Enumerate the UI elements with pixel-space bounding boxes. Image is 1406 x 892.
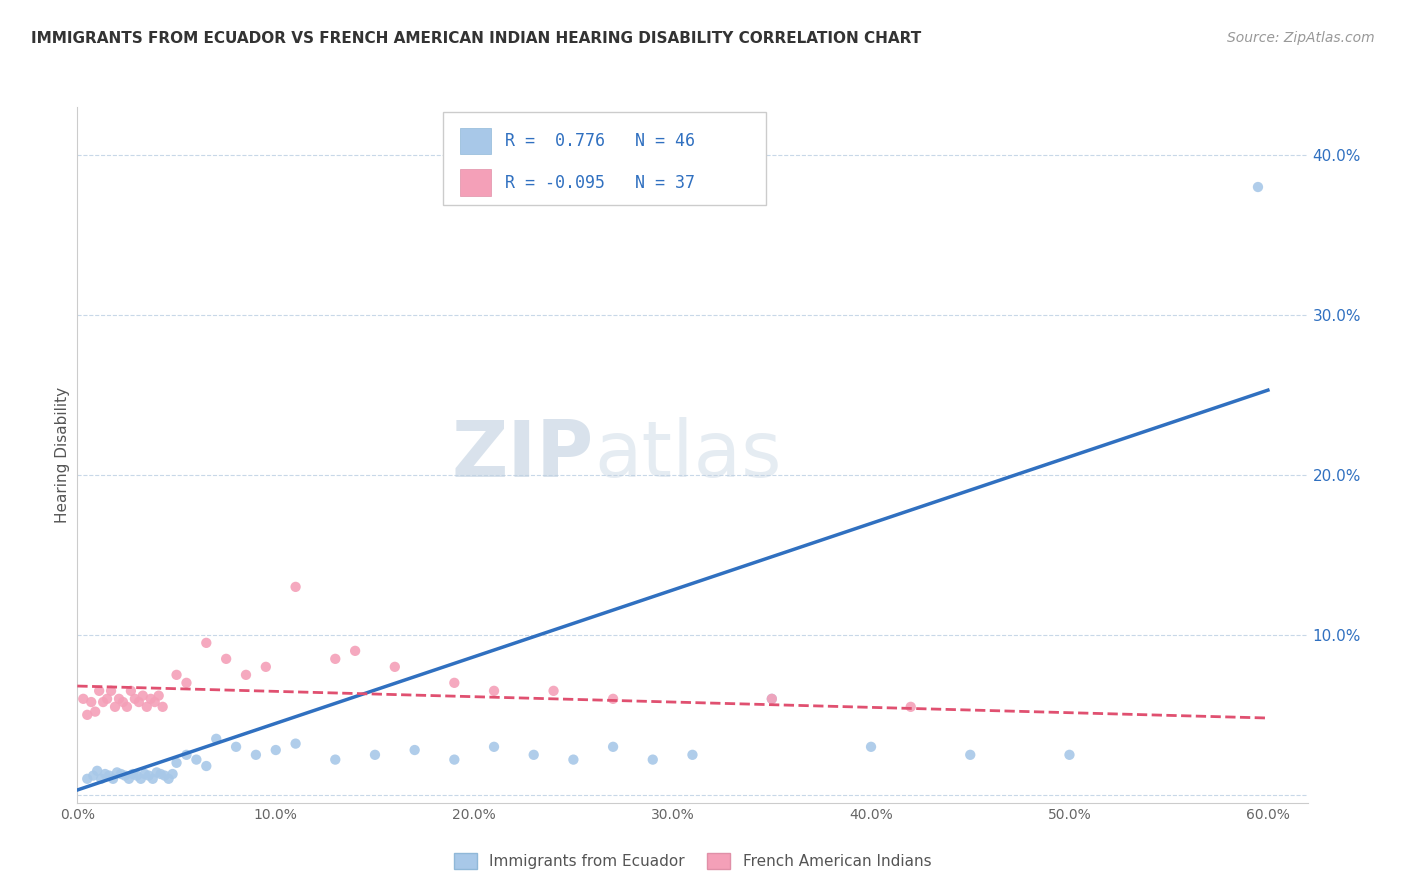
Point <box>482 739 505 754</box>
Point <box>104 699 127 714</box>
Point <box>124 691 146 706</box>
Text: ZIP: ZIP <box>451 417 595 493</box>
Point <box>364 747 387 762</box>
Point <box>82 769 104 783</box>
Point <box>86 764 108 778</box>
Point <box>205 731 228 746</box>
Point <box>284 580 307 594</box>
Point <box>76 707 98 722</box>
Point <box>323 652 346 666</box>
Point <box>72 691 94 706</box>
Point <box>134 767 156 781</box>
Point <box>153 769 176 783</box>
Point <box>110 767 132 781</box>
Point <box>344 644 367 658</box>
Point <box>80 695 103 709</box>
Point <box>1247 180 1270 194</box>
Point <box>149 767 172 781</box>
Point <box>215 652 238 666</box>
Text: R = -0.095   N = 37: R = -0.095 N = 37 <box>505 174 695 192</box>
Legend: Immigrants from Ecuador, French American Indians: Immigrants from Ecuador, French American… <box>447 847 938 875</box>
Point <box>135 699 157 714</box>
Point <box>128 695 150 709</box>
Point <box>157 772 180 786</box>
Point <box>523 747 546 762</box>
Point <box>1059 747 1081 762</box>
Point <box>323 753 346 767</box>
Point <box>96 691 118 706</box>
Text: IMMIGRANTS FROM ECUADOR VS FRENCH AMERICAN INDIAN HEARING DISABILITY CORRELATION: IMMIGRANTS FROM ECUADOR VS FRENCH AMERIC… <box>31 31 921 46</box>
Point <box>91 695 114 709</box>
Point <box>89 683 111 698</box>
Point <box>761 691 783 706</box>
Point <box>139 691 162 706</box>
Point <box>132 689 155 703</box>
Point <box>195 636 218 650</box>
Point <box>118 772 141 786</box>
Point <box>114 769 136 783</box>
Point <box>105 765 128 780</box>
Text: Source: ZipAtlas.com: Source: ZipAtlas.com <box>1227 31 1375 45</box>
Point <box>254 660 277 674</box>
Point <box>195 759 218 773</box>
Point <box>100 683 122 698</box>
Point <box>98 769 121 783</box>
Point <box>176 676 198 690</box>
Point <box>162 767 184 781</box>
Y-axis label: Hearing Disability: Hearing Disability <box>55 387 70 523</box>
Point <box>115 699 138 714</box>
Point <box>641 753 664 767</box>
Point <box>443 676 465 690</box>
Text: R =  0.776   N = 46: R = 0.776 N = 46 <box>505 132 695 150</box>
Point <box>384 660 406 674</box>
Point <box>129 772 152 786</box>
Point <box>245 747 267 762</box>
Point <box>125 769 148 783</box>
Point <box>562 753 585 767</box>
Point <box>482 683 505 698</box>
Point <box>235 668 257 682</box>
Point <box>264 743 287 757</box>
Point <box>900 699 922 714</box>
Point <box>90 772 112 786</box>
Point <box>860 739 883 754</box>
Point <box>166 756 188 770</box>
Point <box>761 691 783 706</box>
Point <box>186 753 208 767</box>
Point <box>148 689 170 703</box>
Point <box>143 695 166 709</box>
Point <box>404 743 426 757</box>
Point <box>443 753 465 767</box>
Point <box>602 739 624 754</box>
Point <box>138 769 160 783</box>
Point <box>959 747 981 762</box>
Point <box>225 739 247 754</box>
Point <box>84 705 107 719</box>
Point <box>94 767 117 781</box>
Point <box>543 683 565 698</box>
Point <box>142 772 165 786</box>
Point <box>108 691 131 706</box>
Point <box>682 747 704 762</box>
Point <box>111 695 134 709</box>
Point <box>120 683 142 698</box>
Point <box>166 668 188 682</box>
Point <box>176 747 198 762</box>
Text: atlas: atlas <box>595 417 782 493</box>
Point <box>145 765 167 780</box>
Point <box>284 737 307 751</box>
Point <box>602 691 624 706</box>
Point <box>122 767 145 781</box>
Point <box>76 772 98 786</box>
Point <box>101 772 124 786</box>
Point <box>152 699 174 714</box>
